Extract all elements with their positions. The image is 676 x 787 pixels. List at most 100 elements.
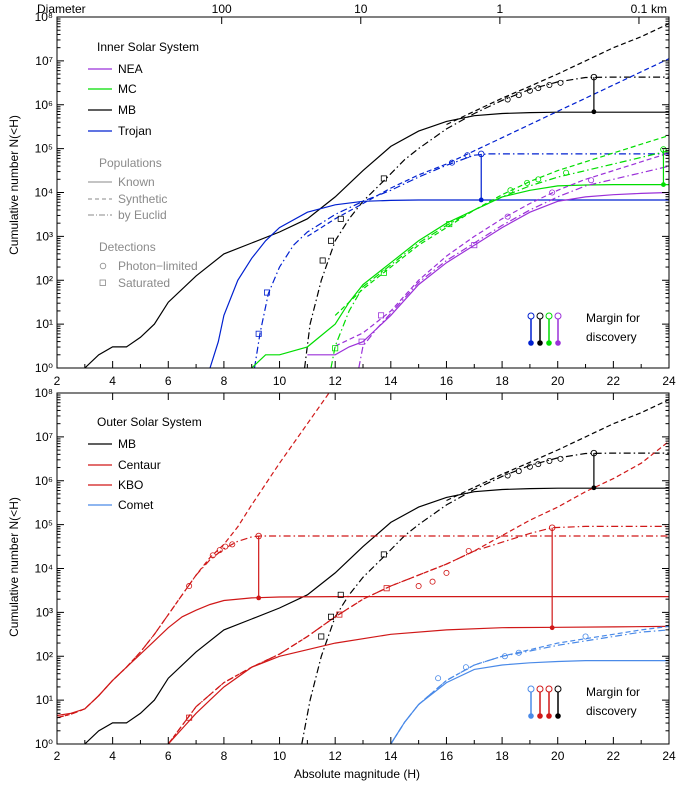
series-kbo-dashdot [57, 535, 669, 719]
outer-margin-text-1: Margin for [586, 685, 640, 699]
margin-euclid-point [548, 524, 556, 531]
series-mb-dashed [446, 399, 669, 502]
legend-label-mb-outer: MB [118, 437, 136, 451]
y-tick-label: 10⁴ [34, 186, 53, 200]
x-tick-label: 4 [109, 374, 116, 388]
margin-for-discovery-icon [527, 312, 562, 346]
populations-heading: Populations [99, 156, 162, 170]
x-tick-label: 6 [165, 374, 172, 388]
margin-known-point [478, 197, 484, 203]
y-tick-label: 10⁵ [35, 518, 53, 532]
series-trojan-dashdot [253, 153, 669, 368]
inner-solar-system-panel: 2 4 6 8 10 12 14 16 18 20 22 2410⁰10¹10²10³10⁴10⁵10… [34, 10, 676, 388]
saturated-point [336, 611, 343, 618]
detection-point [435, 675, 442, 682]
diameter-tick-labels: 100 10 1 0.1 [212, 2, 648, 24]
margin-icon-open [536, 685, 544, 693]
legend-label-euclid: by Euclid [118, 208, 167, 222]
outer-plot-frame [56, 392, 670, 745]
margin-known-point [256, 595, 262, 601]
legend-label-kbo: KBO [118, 478, 143, 492]
inner-plot-frame [56, 16, 670, 369]
x-tick-label: 4 [109, 749, 116, 763]
margin-known-point [549, 625, 555, 631]
x-tick-label: 14 [384, 749, 398, 763]
y-tick-label: 10³ [36, 229, 53, 243]
x-tick-label: 2 [54, 374, 61, 388]
diameter-tick-label: 0.1 [631, 2, 648, 16]
x-tick-label: 6 [165, 749, 172, 763]
margin-for-discovery-icon-outer [527, 685, 562, 719]
detection-point [443, 569, 450, 576]
series-trojan-solid [209, 199, 669, 368]
outer-solar-system-panel: 2 4 6 8 10 12 14 16 18 20 22 2410⁰10¹10²10³10⁴10⁵10… [34, 386, 676, 763]
detection-point [229, 541, 236, 548]
series-nea-dashdot [358, 165, 669, 368]
detection-point [504, 472, 511, 479]
series-mb-dashdot [301, 452, 669, 744]
margin-icon-filled [537, 340, 543, 346]
y-tick-label: 10⁷ [35, 430, 53, 444]
legend-label-photon: Photon−limited [118, 259, 198, 273]
y-tick-label: 10⁰ [35, 361, 53, 375]
saturated-point [337, 591, 344, 598]
detection-point [535, 461, 542, 468]
x-tick-label: 22 [607, 374, 621, 388]
x-tick-label: 24 [662, 374, 676, 388]
detection-point [557, 455, 564, 462]
inner-margin-text-2: discovery [586, 330, 637, 344]
legend-label-synthetic: Synthetic [118, 192, 167, 206]
y-tick-label: 10³ [36, 605, 53, 619]
diameter-tick-label: 10 [354, 2, 368, 16]
legend-circle-marker [99, 262, 107, 270]
saturated-point [380, 175, 387, 182]
detection-point [464, 152, 471, 159]
saturated-point [446, 221, 453, 228]
margin-icon-open [527, 685, 535, 693]
legend-label-trojan: Trojan [118, 124, 152, 138]
detection-point [526, 87, 533, 94]
margin-icon-filled [537, 713, 543, 719]
series-mb-solid [84, 111, 669, 368]
x-tick-label: 10 [273, 749, 287, 763]
detection-point [582, 633, 589, 640]
y-tick-label: 10⁸ [35, 386, 53, 400]
x-tick-label: 10 [273, 374, 287, 388]
margin-icon-open [545, 312, 553, 320]
margin-known-point [591, 109, 597, 115]
inner-y-axis-label: Cumulative number N(<H) [7, 115, 21, 255]
legend-label-comet: Comet [118, 498, 154, 512]
saturated-point [380, 551, 387, 558]
legend-label-mb: MB [118, 103, 136, 117]
saturated-point [319, 257, 326, 264]
detection-point [209, 552, 216, 559]
margin-euclid-point [255, 532, 262, 540]
x-tick-label: 20 [551, 374, 565, 388]
x-tick-label: 12 [329, 749, 343, 763]
saturated-point [328, 613, 335, 620]
detection-point [415, 583, 422, 590]
saturated-point [328, 237, 335, 244]
saturated-point [383, 585, 390, 592]
margin-euclid-point [477, 150, 485, 158]
detections-heading: Detections [99, 240, 156, 254]
series-comet-solid [390, 659, 669, 744]
margin-euclid-point [590, 73, 598, 81]
margin-icon-filled [528, 713, 534, 719]
x-tick-label: 16 [440, 374, 454, 388]
margin-known-point [661, 182, 666, 188]
x-tick-label: 16 [440, 749, 454, 763]
margin-icon-open [536, 312, 544, 320]
y-tick-label: 10⁵ [35, 142, 53, 156]
diameter-axis-label: Diameter [37, 2, 86, 16]
detection-point [535, 85, 542, 92]
y-tick-label: 10⁸ [35, 10, 53, 24]
y-tick-label: 10¹ [36, 317, 53, 331]
detection-point [186, 583, 193, 590]
detection-point [546, 458, 553, 465]
inner-legend-heading: Inner Solar System [97, 40, 199, 54]
detection-point [515, 468, 522, 475]
detection-point [222, 543, 229, 550]
detection-point [535, 176, 542, 183]
detection-point [526, 463, 533, 470]
